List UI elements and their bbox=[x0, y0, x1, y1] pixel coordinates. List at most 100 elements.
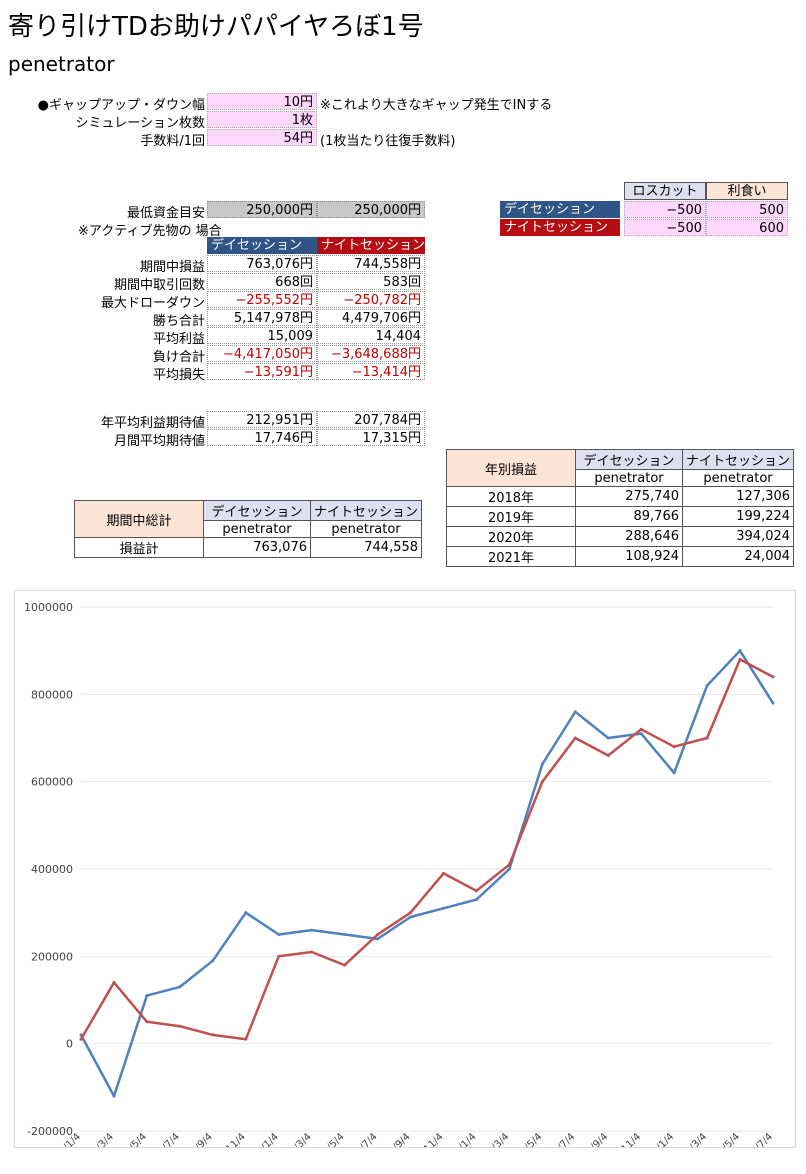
capital-label: 最低資金目安 bbox=[126, 206, 205, 221]
year-header-day: デイセッション bbox=[575, 449, 683, 470]
y-tick-label: 600000 bbox=[31, 776, 73, 789]
year-night-value: 394,024 bbox=[681, 526, 795, 547]
stat-label: 平均損失 bbox=[152, 368, 205, 383]
data-point bbox=[376, 937, 380, 941]
stops-day-profit[interactable]: 500 bbox=[706, 201, 788, 218]
data-point bbox=[705, 684, 709, 688]
data-point bbox=[738, 649, 742, 653]
expect-label: 月間平均期待値 bbox=[113, 434, 205, 449]
y-tick-label: 1000000 bbox=[24, 601, 73, 614]
fee-value-cell[interactable]: 54円 bbox=[207, 129, 317, 146]
sim-label: シミュレーション枚数 bbox=[75, 116, 205, 131]
data-point bbox=[145, 994, 149, 998]
data-point bbox=[540, 762, 544, 766]
data-point bbox=[244, 911, 248, 915]
data-point bbox=[277, 933, 281, 936]
year-label: 2019年 bbox=[446, 506, 576, 527]
stops-night-loss[interactable]: −500 bbox=[624, 219, 706, 236]
y-tick-label: 0 bbox=[66, 1038, 73, 1051]
fee-label: 手数料/1回 bbox=[140, 134, 205, 149]
total-header-night: ナイトセッション bbox=[309, 500, 423, 521]
data-point bbox=[771, 701, 775, 705]
stats-header-day: デイセッション bbox=[207, 237, 317, 254]
stat-day-value: −255,552円 bbox=[207, 291, 317, 308]
data-point bbox=[112, 1094, 116, 1098]
expect-night-value: 207,784円 bbox=[317, 411, 425, 428]
stat-label: 期間中取引回数 bbox=[113, 278, 205, 293]
data-point bbox=[376, 933, 380, 936]
total-sub-day: penetrator bbox=[203, 520, 311, 538]
stat-day-value: 763,076円 bbox=[207, 255, 317, 272]
data-point bbox=[474, 889, 478, 893]
data-point bbox=[409, 911, 413, 915]
capital-night: 250,000円 bbox=[317, 201, 425, 218]
data-point bbox=[573, 736, 577, 740]
data-point bbox=[771, 675, 775, 679]
total-night-value: 744,558 bbox=[309, 537, 423, 558]
data-point bbox=[606, 736, 610, 740]
stops-day-loss[interactable]: −500 bbox=[624, 201, 706, 218]
data-point bbox=[244, 1037, 248, 1041]
data-point bbox=[672, 771, 676, 775]
year-night-value: 24,004 bbox=[681, 546, 795, 567]
y-tick-label: -200000 bbox=[27, 1125, 73, 1138]
fee-note: (1枚当たり往復手数料) bbox=[320, 134, 456, 149]
sim-value-cell[interactable]: 1枚 bbox=[207, 111, 317, 128]
year-label: 2018年 bbox=[446, 486, 576, 507]
year-header-night: ナイトセッション bbox=[681, 449, 795, 470]
data-point bbox=[277, 954, 281, 958]
total-header-day: デイセッション bbox=[203, 500, 311, 521]
stat-night-value: 583回 bbox=[317, 273, 425, 290]
stat-day-value: −4,417,050円 bbox=[207, 345, 317, 362]
data-point bbox=[343, 963, 347, 967]
series-line-1 bbox=[79, 658, 774, 1041]
stat-day-value: 15,009 bbox=[207, 327, 317, 344]
year-label: 2020年 bbox=[446, 526, 576, 547]
stops-night-profit[interactable]: 600 bbox=[706, 219, 788, 236]
total-row-label: 損益計 bbox=[74, 537, 204, 558]
total-sub-night: penetrator bbox=[309, 520, 423, 538]
equity-chart: 10000008000006000004000002000000-2000002… bbox=[14, 590, 796, 1174]
data-point bbox=[639, 732, 643, 736]
active-note: ※アクティブ先物の 場合 bbox=[78, 224, 222, 239]
data-point bbox=[441, 871, 445, 875]
data-point bbox=[310, 928, 314, 932]
year-night-value: 127,306 bbox=[681, 486, 795, 507]
data-point bbox=[343, 933, 347, 936]
stops-header-loss: ロスカット bbox=[624, 182, 706, 200]
stat-day-value: 668回 bbox=[207, 273, 317, 290]
stat-night-value: 4,479,706円 bbox=[317, 309, 425, 326]
year-row: 2019年 89,766 199,224 bbox=[446, 506, 795, 527]
data-point bbox=[540, 780, 544, 784]
year-night-value: 199,224 bbox=[681, 506, 795, 527]
data-point bbox=[606, 753, 610, 757]
data-point bbox=[211, 959, 215, 963]
data-point bbox=[573, 710, 577, 714]
data-point bbox=[705, 736, 709, 740]
page-subtitle: penetrator bbox=[8, 52, 115, 76]
gap-value-cell[interactable]: 10円 bbox=[207, 93, 317, 110]
year-table-title: 年別損益 bbox=[446, 449, 576, 487]
data-point bbox=[145, 1020, 149, 1024]
year-day-value: 89,766 bbox=[575, 506, 683, 527]
total-day-value: 763,076 bbox=[203, 537, 311, 558]
expect-night-value: 17,315円 bbox=[317, 429, 425, 446]
stat-label: 期間中損益 bbox=[139, 260, 205, 275]
capital-day: 250,000円 bbox=[207, 201, 317, 218]
data-point bbox=[672, 745, 676, 749]
gap-label: ●ギャップアップ・ダウン幅 bbox=[37, 98, 205, 113]
series-line-0 bbox=[79, 649, 775, 1098]
stat-label: 負け合計 bbox=[152, 350, 205, 365]
year-day-value: 275,740 bbox=[575, 486, 683, 507]
data-point bbox=[507, 863, 511, 867]
year-sub-day: penetrator bbox=[575, 469, 683, 487]
year-row: 2018年 275,740 127,306 bbox=[446, 486, 795, 507]
year-label: 2021年 bbox=[446, 546, 576, 567]
stats-header-night: ナイトセッション bbox=[317, 237, 425, 254]
expect-label: 年平均利益期待値 bbox=[100, 416, 205, 431]
year-row: 2021年 108,924 24,004 bbox=[446, 546, 795, 567]
stat-day-value: 5,147,978円 bbox=[207, 309, 317, 326]
expect-day-value: 212,951円 bbox=[207, 411, 317, 428]
year-day-value: 108,924 bbox=[575, 546, 683, 567]
data-point bbox=[738, 657, 742, 661]
